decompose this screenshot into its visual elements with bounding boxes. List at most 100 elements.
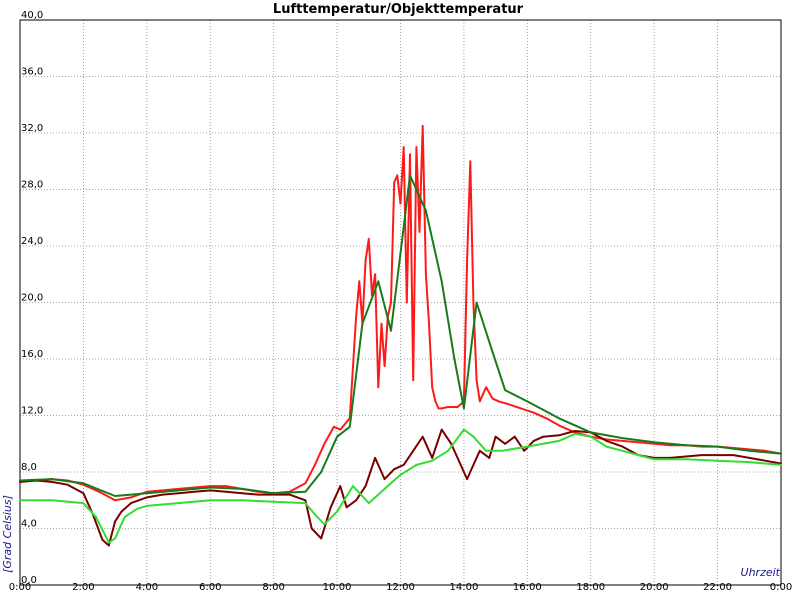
- series-1-point: [573, 430, 576, 432]
- series-1-point: [107, 544, 110, 547]
- series-3-point: [589, 435, 592, 438]
- series-1-point: [364, 485, 367, 488]
- series-0-point: [98, 490, 101, 493]
- series-0-point: [399, 202, 402, 205]
- series-2-point: [348, 425, 351, 428]
- series-1-point: [431, 456, 434, 459]
- series-1-point: [700, 454, 703, 456]
- series-1-point: [209, 489, 212, 492]
- series-1-point: [472, 464, 475, 466]
- series-3-point: [399, 473, 402, 476]
- series-1-point: [440, 428, 443, 431]
- series-0-point: [380, 322, 383, 325]
- series-2-point: [320, 471, 323, 473]
- x-tick-label: 18:00: [576, 582, 605, 593]
- series-0-point: [421, 125, 424, 127]
- x-axis-tick-labels: 0:00 2:00 4:00 6:00 8:00 10:00 12:00 14:00 16:00…: [9, 582, 792, 593]
- series-3-point: [19, 499, 21, 502]
- y-tick-label: 40,0: [21, 10, 43, 21]
- series-0-point: [637, 441, 640, 444]
- series-3-point: [716, 459, 719, 462]
- series-1-point: [558, 434, 560, 437]
- series-0-point: [412, 379, 415, 382]
- series-2-point: [716, 445, 719, 448]
- series-1-point: [764, 459, 767, 462]
- x-tick-label: 0:00: [9, 582, 31, 593]
- series-3-point: [431, 459, 434, 462]
- series-0-point: [482, 393, 484, 396]
- series-2-point: [82, 482, 85, 485]
- series-1-point: [288, 493, 291, 496]
- series-3-point: [177, 502, 180, 504]
- series-0-point: [456, 406, 459, 408]
- series-1-point: [82, 492, 85, 495]
- series-0-point: [447, 406, 449, 408]
- series-1-point: [466, 478, 468, 480]
- series-3-point: [485, 449, 488, 452]
- series-2-point: [272, 492, 275, 495]
- series-1-point: [459, 464, 462, 466]
- series-1-point: [101, 538, 104, 541]
- series-2-point: [409, 174, 411, 177]
- series-1-point: [716, 454, 719, 456]
- series-1-point: [304, 499, 307, 502]
- series-0-point: [390, 301, 392, 304]
- series-0-point: [558, 424, 560, 427]
- series-0-point: [520, 407, 522, 410]
- series-1-point: [130, 502, 132, 504]
- x-tick-label: 2:00: [72, 582, 94, 593]
- series-3-point: [637, 454, 640, 456]
- series-1-point: [532, 440, 535, 442]
- series-0-point: [434, 400, 437, 403]
- series-0-point: [428, 322, 430, 325]
- x-axis-label: Uhrzeit: [741, 566, 781, 579]
- series-3-point: [367, 502, 370, 504]
- series-1-point: [114, 520, 117, 523]
- series-2-point: [336, 435, 338, 438]
- series-1-point: [393, 468, 396, 471]
- series-1-point: [145, 496, 148, 499]
- series-3-point: [558, 440, 560, 442]
- series-0-point: [497, 400, 500, 403]
- series-3-point: [114, 537, 117, 540]
- series-0-point: [367, 238, 370, 240]
- series-2-point: [145, 492, 148, 495]
- series-1-point: [684, 455, 687, 458]
- series-1-point: [193, 490, 196, 493]
- series-2-point: [558, 417, 560, 420]
- series-3-point: [107, 541, 110, 544]
- series-0-point: [355, 315, 358, 318]
- series-1-point: [50, 480, 53, 483]
- chart-title: Lufttemperatur/Objekttemperatur: [273, 2, 524, 17]
- series-0-point: [469, 160, 472, 163]
- series-3-point: [50, 499, 53, 502]
- series-3-point: [82, 502, 85, 504]
- y-tick-label: 20,0: [21, 293, 43, 304]
- series-3-point: [463, 428, 465, 431]
- series-1-point: [66, 483, 69, 486]
- x-tick-label: 12:00: [386, 582, 415, 593]
- x-tick-label: 8:00: [262, 582, 284, 593]
- series-1: [19, 428, 782, 547]
- series-1-point: [748, 456, 751, 459]
- series-3-point: [684, 458, 687, 461]
- series-2-point: [50, 478, 53, 480]
- series-2: [19, 174, 782, 497]
- series-3-point: [472, 435, 475, 438]
- series-1-point: [450, 442, 453, 445]
- series-2-point: [621, 437, 624, 439]
- series-1-point: [542, 435, 545, 438]
- series-3-point: [780, 464, 782, 466]
- gridlines: [20, 20, 781, 585]
- x-tick-label: 22:00: [703, 582, 732, 593]
- series-2-point: [463, 407, 465, 410]
- y-tick-label: 12,0: [21, 406, 43, 417]
- series-1-point: [355, 499, 358, 502]
- series-0-point: [424, 273, 427, 276]
- series-3-point: [123, 516, 126, 519]
- series-0-point: [383, 365, 386, 367]
- series-0-point: [491, 397, 494, 400]
- series-1-point: [494, 435, 497, 438]
- series-2-point: [304, 490, 307, 493]
- series-2-point: [653, 441, 656, 444]
